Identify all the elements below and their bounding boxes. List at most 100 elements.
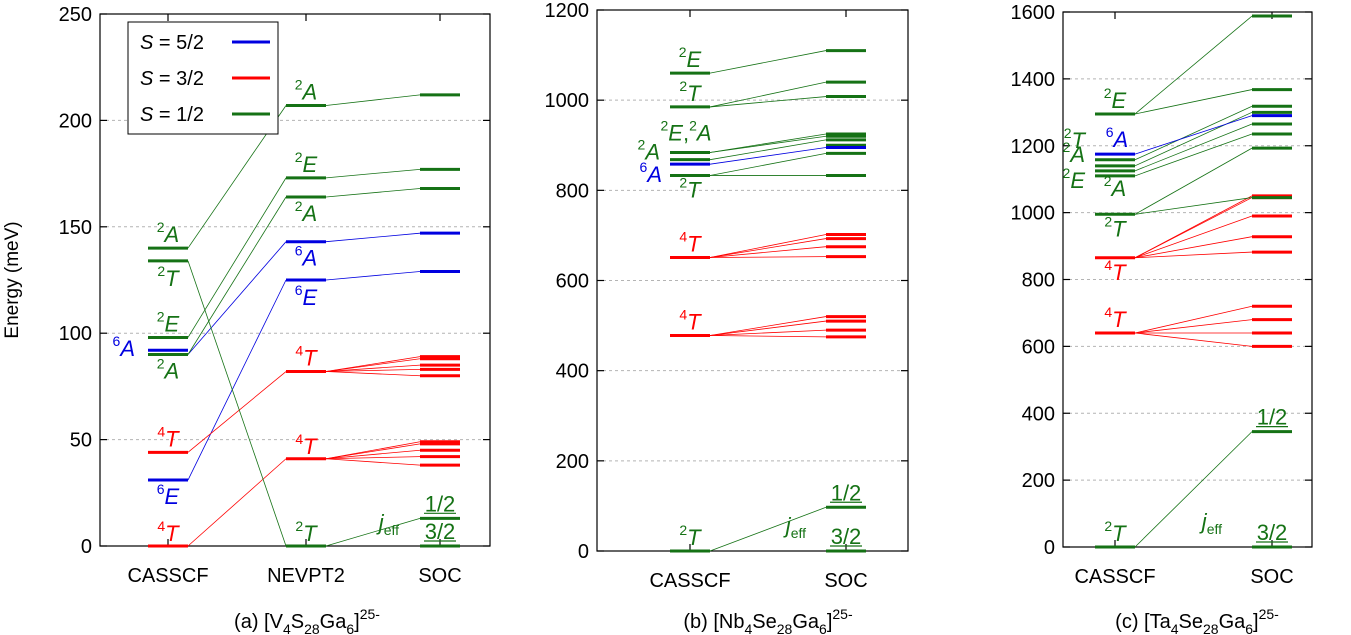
term-label: 6A <box>295 243 317 271</box>
term-label: 4T <box>1104 257 1127 285</box>
term-label: 2T <box>295 518 318 546</box>
term-label: 2T <box>1064 125 1087 153</box>
level-connector <box>187 458 287 547</box>
legend-label: S = 5/2 <box>140 32 204 54</box>
level-connector <box>1134 215 1253 259</box>
y-tick-label: 250 <box>59 4 92 26</box>
y-tick-label: 100 <box>59 323 92 345</box>
y-tick-label: 1000 <box>1011 203 1056 225</box>
level-connector <box>1134 147 1253 215</box>
term-label: 4T <box>157 423 180 451</box>
y-tick-label: 200 <box>1022 470 1055 492</box>
jeff-value: 3/2 <box>425 519 456 544</box>
panel-c: 0 200 400 600 800 1000 1200 1400 1600 CASSCF SOC 2T… <box>1011 2 1313 635</box>
y-tick-label: 400 <box>556 361 589 383</box>
y-tick-label: 600 <box>556 271 589 293</box>
level-connector <box>709 50 827 74</box>
panel-a: 0 50 100 150 200 250 CASSCF NEVPT2 SOC 4T 6E 4T 2A 6A… <box>59 4 491 635</box>
x-tick-label: NEVPT2 <box>267 565 345 587</box>
level-connector <box>325 456 421 460</box>
term-label: 4T <box>1104 304 1127 332</box>
x-tick-label: CASSCF <box>127 565 208 587</box>
jeff-value: 3/2 <box>1257 520 1288 545</box>
term-label: 2A <box>638 137 660 165</box>
jeff-value: 3/2 <box>831 524 862 549</box>
level-connector <box>709 238 827 258</box>
x-tick-label: SOC <box>1250 566 1293 588</box>
y-tick-label: 600 <box>1022 336 1055 358</box>
y-tick-label: 150 <box>59 217 92 239</box>
panel-caption: (c) [Ta4Se28Ga6]25- <box>1115 606 1279 635</box>
legend-label: S = 1/2 <box>140 104 204 126</box>
level-connector <box>325 232 421 243</box>
jeff-value: 1/2 <box>831 480 862 505</box>
y-tick-label: 1200 <box>545 0 590 22</box>
level-connector <box>1134 195 1253 259</box>
level-connector <box>709 234 827 258</box>
term-label: 4T <box>295 431 318 459</box>
level-connector <box>325 458 421 466</box>
level-connector <box>709 133 827 153</box>
jeff-value: 1/2 <box>425 491 456 516</box>
term-label: 2A <box>295 198 317 226</box>
level-connector <box>709 147 827 165</box>
level-connector <box>325 188 421 198</box>
term-label: 2T <box>1104 213 1127 241</box>
y-tick-label: 400 <box>1022 403 1055 425</box>
y-tick-label: 800 <box>1022 270 1055 292</box>
term-label: 6A <box>640 159 662 187</box>
y-tick-label: 1200 <box>1011 136 1056 158</box>
term-label: 2A <box>1063 139 1085 167</box>
level-connector <box>1134 111 1253 167</box>
term-label: 2E <box>1063 165 1086 193</box>
term-label: 4T <box>679 229 702 257</box>
jeff-label: jeff <box>376 510 399 538</box>
level-connector <box>709 81 827 108</box>
level-connector <box>187 196 287 355</box>
legend-label: S = 3/2 <box>140 68 204 90</box>
level-connector <box>187 177 287 338</box>
level-connector <box>325 168 421 179</box>
term-label: 2T <box>679 522 702 550</box>
y-tick-label: 1000 <box>545 90 590 112</box>
panel-b: 0 200 400 600 800 1000 1200 CASSCF SOC 2T 4T 4T 2T 6A… <box>545 0 909 635</box>
level-connector <box>709 329 827 336</box>
x-tick-label: SOC <box>418 565 461 587</box>
y-tick-label: 0 <box>81 536 92 558</box>
y-axis-label: Energy (meV) <box>2 221 23 338</box>
level-connector <box>1134 431 1253 548</box>
term-label: 6E <box>295 282 318 310</box>
level-connector <box>709 139 827 161</box>
level-connector <box>325 94 421 106</box>
level-connector <box>325 356 421 372</box>
y-tick-label: 200 <box>556 451 589 473</box>
x-tick-label: CASSCF <box>1074 566 1155 588</box>
level-connector <box>325 364 421 372</box>
term-label: 2E,2A <box>660 117 711 145</box>
y-tick-label: 1400 <box>1011 69 1056 91</box>
term-label: 2T <box>157 263 180 291</box>
level-connector <box>1134 319 1253 334</box>
level-connector <box>325 441 421 460</box>
y-tick-label: 50 <box>70 430 92 452</box>
level-connector <box>709 335 827 338</box>
term-label: 4T <box>157 518 180 546</box>
term-label: 2E <box>295 149 318 177</box>
jeff-label: jeff <box>1199 509 1222 537</box>
level-connector <box>325 368 421 372</box>
y-tick-label: 0 <box>1044 537 1055 559</box>
level-connector <box>1134 197 1253 215</box>
term-label: 2E <box>157 308 180 336</box>
level-connector <box>709 256 827 258</box>
level-connector <box>187 241 287 355</box>
term-label: 6E <box>157 481 180 509</box>
level-connector <box>1134 305 1253 334</box>
jeff-value: 1/2 <box>1257 405 1288 430</box>
term-label: 6A <box>113 333 135 361</box>
term-label: 2E <box>679 44 702 72</box>
level-connector <box>325 517 421 547</box>
panel-caption: (b) [Nb4Se28Ga6]25- <box>683 606 853 635</box>
level-connector <box>1134 15 1253 115</box>
